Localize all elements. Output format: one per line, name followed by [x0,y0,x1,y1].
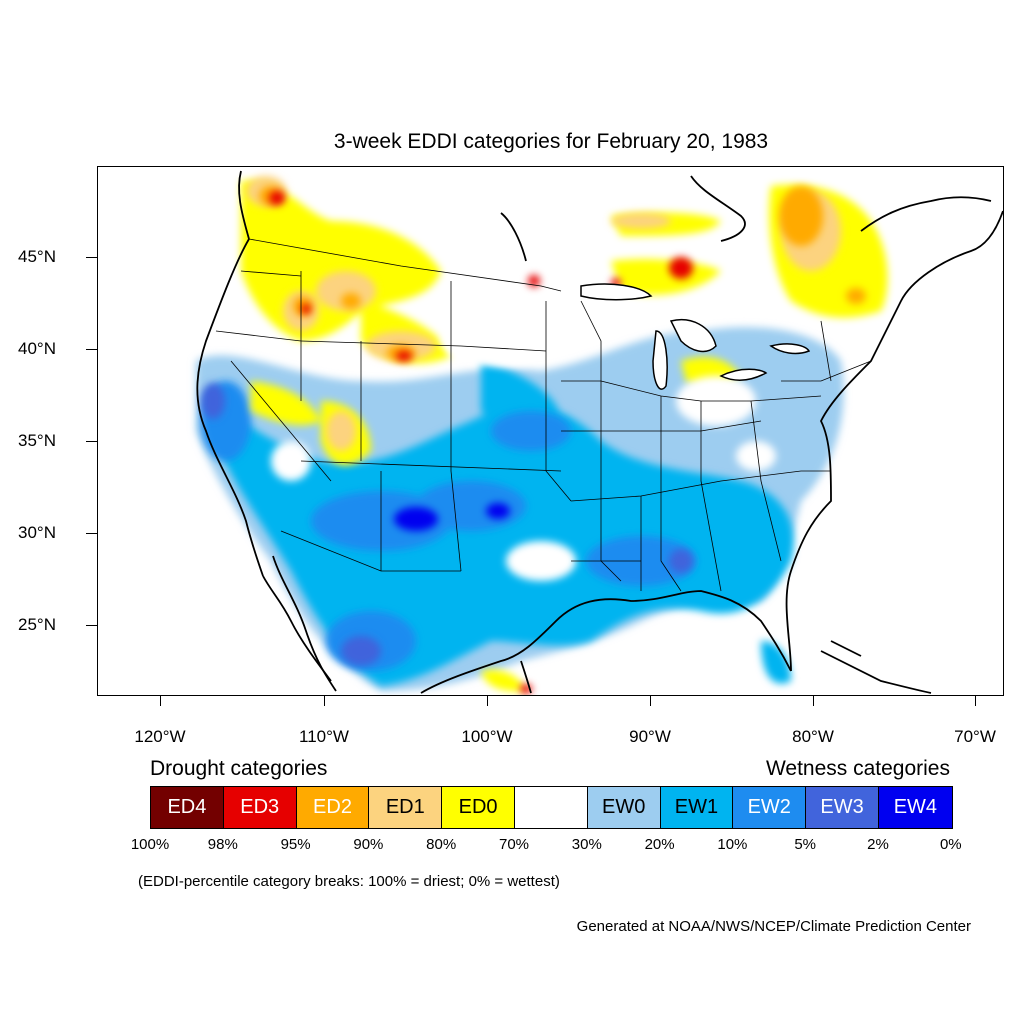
lon-tick-120 [160,696,161,706]
percentile-label: 0% [939,836,962,853]
credit-line: Generated at NOAA/NWS/NCEP/Climate Predi… [576,918,971,935]
lon-label-80: 80°W [792,727,834,746]
drought-categories-heading: Drought categories [150,757,328,780]
southern-landmasses [272,555,932,694]
lat-label-25: 25°N [18,615,56,634]
legend-box-near-normal [514,787,588,828]
percentile-label: 95% [280,836,311,853]
legend-box-ed4: ED4 [151,787,224,828]
percentile-label: 90% [353,836,384,853]
coastline [196,170,1003,694]
great-lakes [580,283,811,390]
lon-tick-110 [324,696,325,706]
lon-tick-90 [650,696,651,706]
lat-tick-35 [86,441,97,442]
lon-tick-100 [487,696,488,706]
legend-box-ed3: ED3 [223,787,297,828]
map-title: 3-week EDDI categories for February 20, … [333,130,769,153]
legend-box-ew1: EW1 [660,787,734,828]
lon-label-90: 90°W [629,727,671,746]
lat-label-40: 40°N [18,339,56,358]
legend-box-ed2: ED2 [296,787,370,828]
lat-label-30: 30°N [18,523,56,542]
percentile-label: 20% [644,836,675,853]
near-normal-areas [271,316,776,581]
political-boundaries [215,238,872,592]
lat-label-45: 45°N [18,247,56,266]
lat-tick-40 [86,349,97,350]
lon-label-70: 70°W [954,727,996,746]
lon-label-100: 100°W [461,727,513,746]
lon-label-120: 120°W [134,727,186,746]
lat-tick-25 [86,625,97,626]
legend-box-ew4: EW4 [878,787,952,828]
percentile-label: 100% [130,836,170,853]
percentile-label: 70% [498,836,530,853]
legend-box-ew3: EW3 [806,787,879,828]
lat-label-35: 35°N [18,431,56,450]
lat-tick-30 [86,533,97,534]
lon-tick-70 [975,696,976,706]
percentile-label: 98% [207,836,238,853]
percentile-label: 80% [426,836,457,853]
percentile-label: 30% [571,836,602,853]
legend-box-ew2: EW2 [733,787,807,828]
percentile-label: 2% [867,836,889,853]
lat-tick-45 [86,257,97,258]
legend-box-ed1: ED1 [369,787,443,828]
legend-box-ed0: ED0 [442,787,515,828]
legend-box-ew0: EW0 [587,787,661,828]
lon-tick-80 [813,696,814,706]
map-canvas [196,170,1003,694]
category-legend: ED4 ED3 ED2 ED1 ED0 EW0 EW1 EW2 EW3 EW4 [150,786,953,829]
eddi-map [97,166,1004,696]
category-breaks-note: (EDDI-percentile category breaks: 100% =… [138,873,560,890]
percentile-label: 10% [717,836,748,853]
percentile-label: 5% [794,836,817,853]
lon-label-110: 110°W [299,727,349,746]
wetness-categories-heading: Wetness categories [765,757,950,780]
